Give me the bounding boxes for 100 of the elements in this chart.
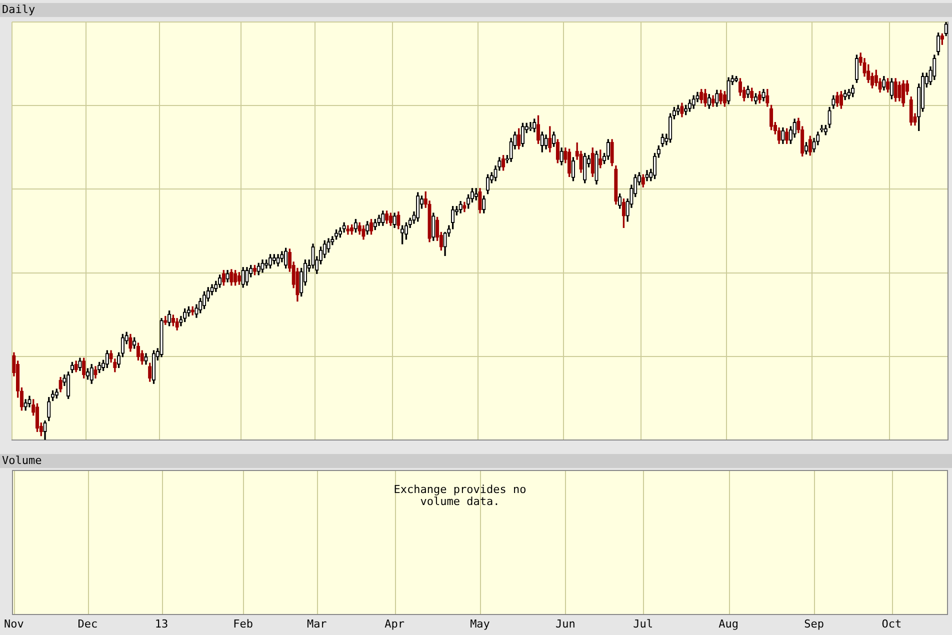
candlestick — [676, 104, 680, 116]
candlestick — [43, 420, 47, 440]
x-tick-label: Aug — [718, 617, 738, 630]
candlestick — [58, 376, 62, 392]
candlestick — [482, 196, 486, 214]
candlestick — [136, 342, 140, 360]
candlestick — [762, 88, 766, 102]
candlestick — [536, 115, 540, 144]
candlestick — [478, 188, 482, 214]
x-tick-label: May — [470, 617, 490, 630]
candlestick — [940, 33, 944, 45]
candlestick — [362, 225, 366, 240]
candlestick — [175, 318, 179, 330]
candlestick — [843, 90, 847, 100]
candlestick — [641, 174, 645, 188]
candlestick — [847, 88, 851, 100]
candlestick — [416, 192, 420, 222]
candlestick — [894, 78, 898, 102]
candlestick — [571, 157, 576, 182]
candlestick — [144, 353, 148, 365]
candlestick — [835, 92, 840, 107]
candlestick — [132, 337, 136, 349]
candlestick — [898, 81, 902, 102]
candlestick — [944, 22, 948, 36]
x-tick-label: Jul — [633, 617, 654, 630]
candlestick — [152, 350, 156, 384]
candlestick — [851, 84, 855, 98]
candlestick — [432, 212, 436, 241]
candlestick — [226, 270, 230, 282]
candlestick — [517, 128, 521, 150]
candlestick — [936, 32, 940, 56]
candlestick — [552, 132, 556, 147]
candlestick — [532, 118, 536, 132]
candlestick — [583, 152, 587, 184]
candlestick — [618, 193, 622, 209]
candlestick — [105, 350, 109, 368]
candlestick — [35, 403, 40, 432]
candlestick — [750, 88, 754, 102]
x-tick-label: 13 — [154, 617, 168, 630]
candlestick — [746, 86, 750, 98]
candlestick — [24, 399, 28, 411]
text: Volume — [1, 454, 42, 467]
candlestick — [94, 366, 98, 378]
candlestick — [346, 225, 350, 235]
candlestick — [824, 124, 828, 136]
candlestick — [486, 174, 490, 194]
candlestick — [902, 80, 906, 107]
candlestick — [839, 91, 844, 109]
candlestick — [78, 358, 82, 371]
candlestick — [66, 372, 70, 399]
candlestick — [202, 291, 206, 310]
candlestick — [388, 212, 392, 226]
candlestick — [594, 150, 598, 185]
candlestick — [171, 314, 176, 326]
candlestick — [28, 396, 32, 408]
candlestick — [590, 147, 594, 177]
candlestick — [528, 122, 532, 132]
text: Exchange provides no volume data. — [392, 483, 528, 508]
candlestick — [606, 139, 610, 160]
candlestick — [284, 248, 288, 269]
candlestick — [610, 139, 614, 166]
candlestick — [82, 358, 86, 378]
candlestick — [828, 106, 832, 128]
x-tick-label: Mar — [306, 617, 328, 630]
x-tick-label: Nov — [4, 617, 24, 630]
candlestick — [252, 264, 257, 276]
candlestick — [164, 316, 168, 325]
chart-title: Daily — [1, 3, 36, 16]
candlestick — [726, 77, 730, 104]
candlestick — [766, 88, 770, 107]
candlestick — [260, 260, 264, 273]
candlestick — [400, 225, 404, 244]
candlestick — [890, 78, 894, 100]
candlestick — [462, 202, 466, 212]
candlestick — [392, 212, 396, 228]
candlestick — [384, 210, 389, 224]
x-tick-label: Jun — [556, 617, 576, 630]
candlestick — [734, 76, 738, 82]
x-tick-label: Oct — [882, 617, 902, 630]
candlestick — [47, 397, 51, 422]
candlestick — [54, 388, 58, 399]
candlestick — [556, 139, 560, 164]
candlestick — [614, 165, 618, 205]
candlestick — [680, 102, 684, 118]
candlestick — [160, 318, 164, 358]
candlestick — [540, 132, 544, 152]
candlestick — [560, 147, 564, 166]
candlestick — [245, 267, 249, 286]
x-tick-label: Dec — [78, 617, 98, 630]
candlestick — [450, 206, 455, 230]
candlestick — [190, 306, 194, 316]
candlestick — [148, 362, 152, 382]
candlestick — [568, 148, 572, 177]
candlestick — [377, 214, 381, 226]
candlestick — [230, 269, 234, 286]
candlestick — [715, 90, 719, 107]
candlestick — [622, 198, 626, 228]
candlestick — [769, 104, 774, 130]
candlestick — [396, 211, 400, 230]
candlestick — [660, 134, 664, 147]
